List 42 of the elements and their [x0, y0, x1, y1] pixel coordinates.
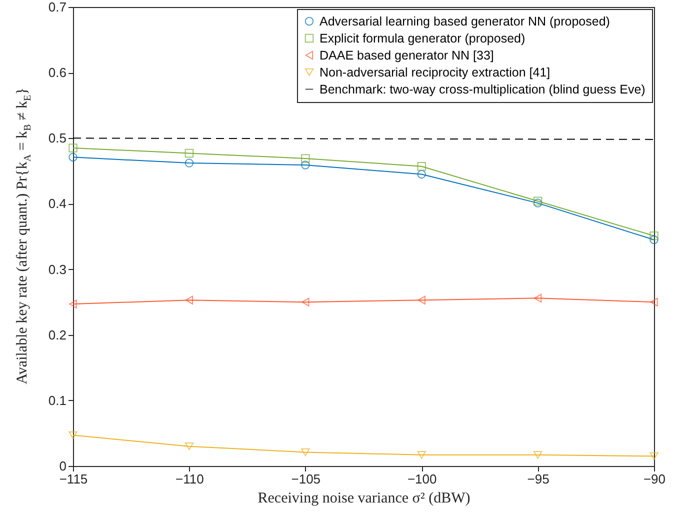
point: [68, 431, 78, 440]
point: [301, 154, 310, 163]
point: [184, 442, 194, 450]
x-axis-title: Receiving noise variance σ² (dBW): [258, 490, 470, 506]
point: [302, 298, 310, 306]
legend-label: Benchmark: two-way cross-multiplication (blind guess Eve): [320, 82, 646, 96]
legend-label: Explicit formula generator (proposed): [320, 31, 526, 46]
x-tick-label: −100: [407, 472, 437, 486]
point: [534, 294, 542, 303]
legend-label: DAAE based generator NN [33]: [320, 48, 494, 62]
point: [417, 162, 426, 171]
y-tick-label: 0.2: [48, 327, 66, 342]
y-tick-label: 0.4: [48, 196, 66, 212]
y-tick-label: 0.1: [48, 392, 66, 408]
point: [184, 148, 194, 158]
y-tick-label: 0: [59, 458, 66, 474]
x-tick-label: −90: [643, 472, 666, 486]
point: [418, 296, 426, 304]
point: [650, 235, 658, 244]
point: [417, 170, 426, 179]
point: [69, 300, 77, 308]
x-tick-label: −110: [176, 472, 204, 486]
y-tick-label: 0.3: [48, 262, 66, 277]
point: [650, 298, 658, 306]
x-tick-label: −95: [527, 472, 550, 486]
point: [650, 231, 658, 240]
legend-label: Non-adversarial reciprocity extraction [41]: [320, 65, 550, 80]
legend-label: Adversarial learning based generator NN (proposed): [320, 14, 610, 28]
point: [68, 152, 78, 162]
point: [301, 448, 310, 456]
point: [185, 296, 194, 304]
y-tick-label: 0.7: [48, 0, 66, 14]
point: [650, 452, 658, 460]
x-tick-label: −115: [59, 472, 88, 486]
point: [184, 158, 194, 168]
point: [417, 451, 426, 459]
y-tick-label: 0.5: [48, 130, 66, 146]
x-tick-label: −105: [291, 472, 321, 486]
point: [533, 451, 542, 459]
point: [301, 160, 310, 170]
y-tick-label: 0.6: [48, 65, 66, 80]
point: [68, 144, 78, 152]
